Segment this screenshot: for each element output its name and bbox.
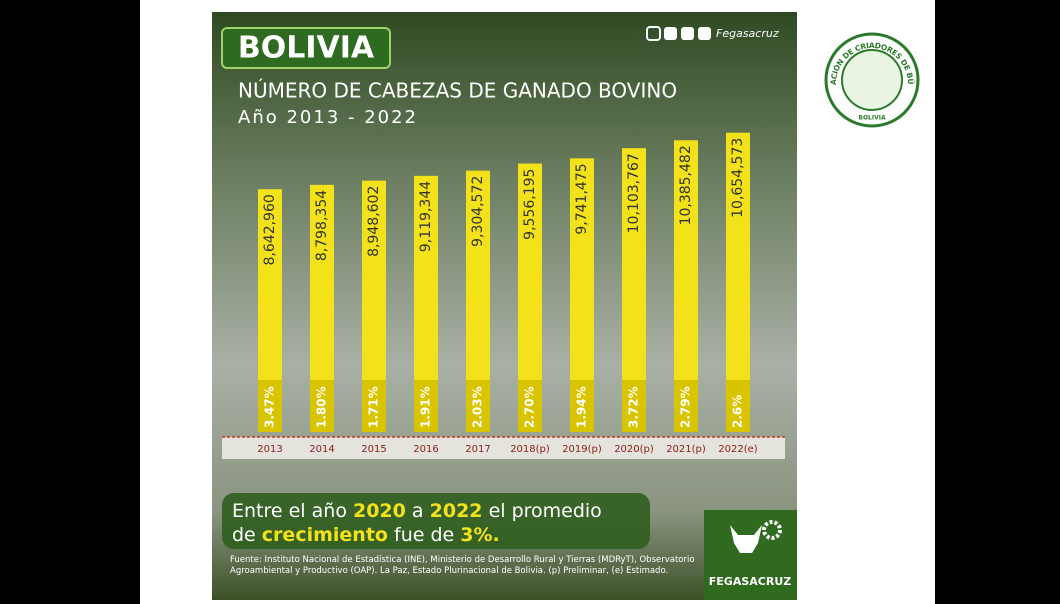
side-bar [0, 0, 140, 604]
message-line: de crecimiento fue de 3%. [232, 524, 500, 546]
growth-label: 2.79% [679, 386, 693, 428]
brand: FEGASACRUZ [709, 575, 791, 588]
x-tick-label: 2015 [361, 444, 386, 455]
x-tick-label: 2018(p) [510, 444, 550, 455]
brand-gear [762, 520, 782, 540]
value-label: 10,654,573 [730, 138, 746, 218]
growth-band [518, 380, 542, 432]
growth-band [622, 380, 646, 432]
value-label: 9,304,572 [470, 176, 486, 247]
bars: 2013 8,642,960 3.47% 2014 8,798,354 1.80% 2015… [257, 132, 758, 455]
message-highlight: crecimiento [262, 524, 388, 546]
growth-label: 3.72% [627, 386, 641, 428]
growth-band [674, 380, 698, 432]
x-tick-label: 2021(p) [666, 444, 706, 455]
message-box [222, 493, 650, 549]
source: Fuente: Instituto Nacional de Estadístic… [230, 555, 695, 576]
message-highlight: 2020 [353, 500, 406, 522]
period: Año 2013 - 2022 [238, 107, 418, 128]
message-highlight: 3%. [460, 524, 499, 546]
message-highlight: 2022 [430, 500, 483, 522]
value-label: 10,103,767 [626, 153, 642, 233]
growth-band [726, 380, 750, 432]
x-tick-label: 2020(p) [614, 444, 654, 455]
value-label: 9,741,475 [574, 163, 590, 234]
value-label: 8,948,602 [366, 186, 382, 257]
x-tick-label: 2013 [257, 444, 282, 455]
x-tick-label: 2014 [309, 444, 334, 455]
message-text: Entre el año [232, 500, 347, 522]
growth-label: 1.91% [419, 386, 433, 428]
growth-band [362, 380, 386, 432]
growth-label: 2.6% [731, 395, 745, 428]
subtitle: NÚMERO DE CABEZAS DE GANADO BOVINO [238, 79, 677, 103]
icon [698, 27, 711, 40]
icon [664, 27, 677, 40]
message-text: el promedio [489, 500, 602, 522]
brand-box [704, 510, 797, 600]
icon [646, 26, 661, 41]
x-tick-label: 2022(e) [718, 444, 758, 455]
title-box [221, 27, 391, 69]
growth-band [466, 380, 490, 432]
growth-label: 1.80% [315, 386, 329, 428]
value-label: 8,798,354 [314, 190, 330, 261]
title: BOLIVIA [238, 31, 375, 66]
value-label: 8,642,960 [262, 194, 278, 265]
x-tick-label: 2019(p) [562, 444, 602, 455]
side-bar [935, 0, 1060, 604]
handle: Fegasacruz [716, 27, 779, 40]
growth-band [310, 380, 334, 432]
growth-label: 1.94% [575, 386, 589, 428]
growth-label: 2.70% [523, 386, 537, 428]
growth-band [258, 380, 282, 432]
message-line: Entre el año 2020 a 2022 el promedio [232, 500, 602, 522]
icon [681, 27, 694, 40]
growth-label: 1.71% [367, 386, 381, 428]
message-text: fue de [394, 524, 454, 546]
growth-band [414, 380, 438, 432]
value-label: 9,556,195 [522, 169, 538, 240]
value-label: 9,119,344 [418, 181, 434, 252]
logo-inner [841, 49, 903, 111]
value-label: 10,385,482 [678, 145, 694, 225]
growth-label: 3.47% [263, 386, 277, 428]
logo-country: BOLIVIA [858, 115, 886, 122]
growth-band [570, 380, 594, 432]
growth-label: 2.03% [471, 386, 485, 428]
axis-band [222, 437, 785, 459]
message-text: de [232, 524, 256, 546]
x-tick-label: 2017 [465, 444, 490, 455]
message-text: a [412, 500, 424, 522]
social-icons [646, 26, 711, 41]
x-tick-label: 2016 [413, 444, 438, 455]
brand-icon [730, 525, 762, 553]
